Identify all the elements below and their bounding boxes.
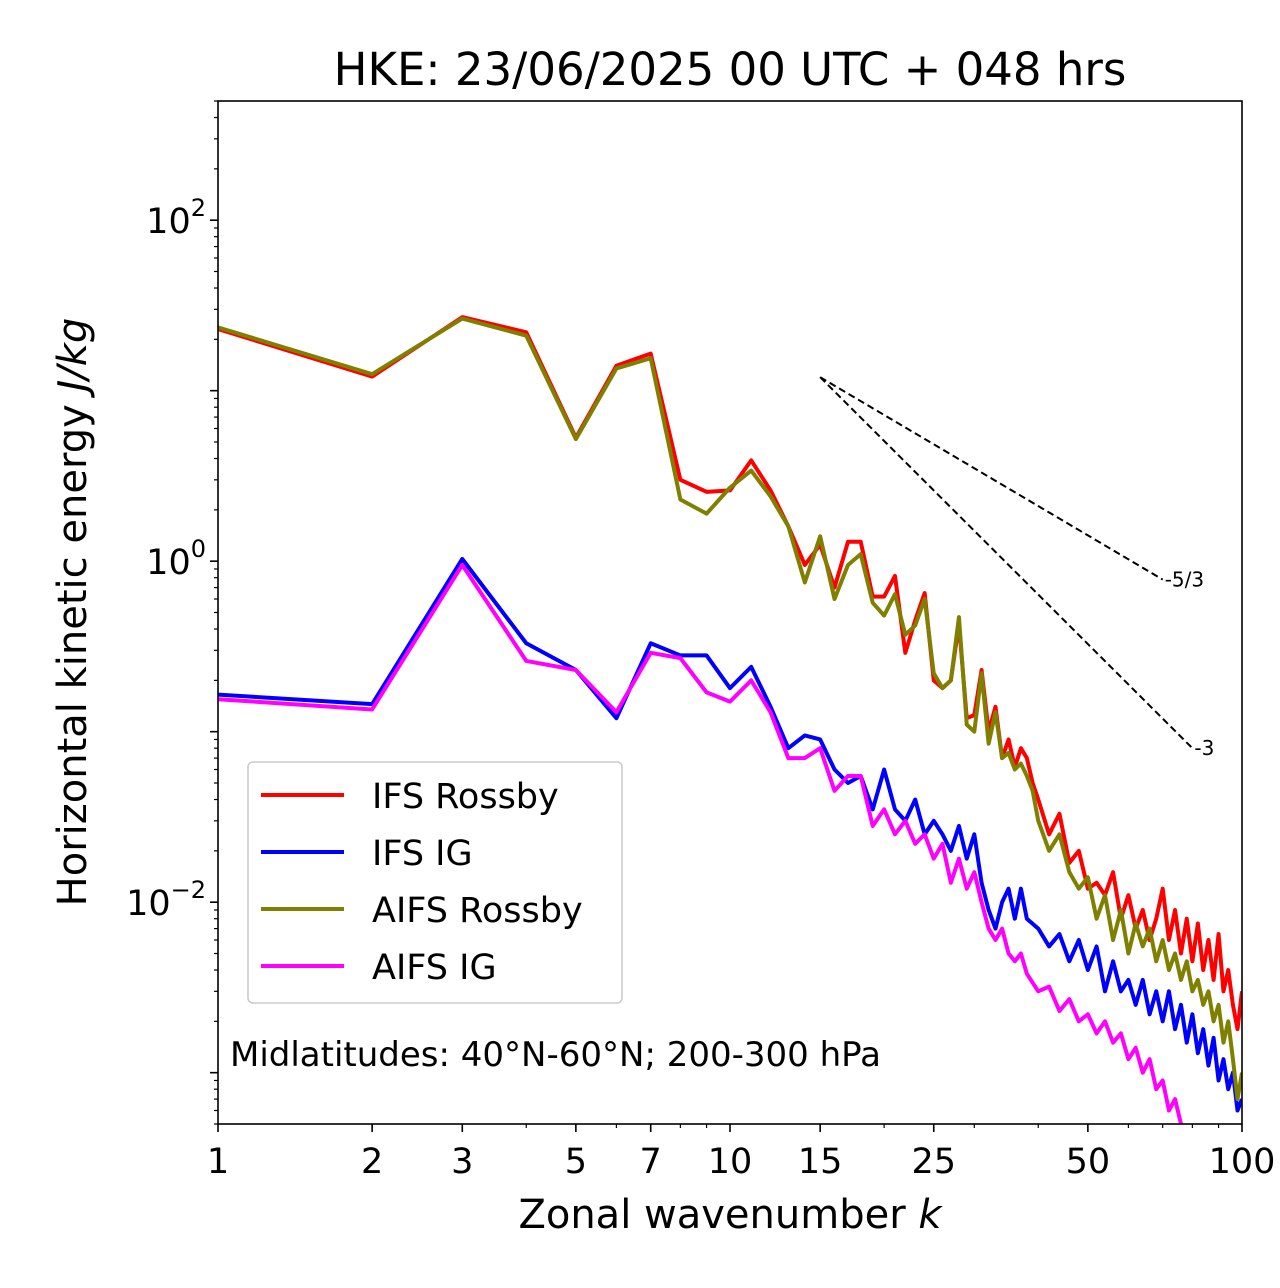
x-axis-ticks: 1 2 3 5 7 10 15 25 50 100: [207, 1124, 1276, 1182]
x-tick-label: 3: [451, 1142, 473, 1182]
x-tick-label: 1: [207, 1142, 229, 1182]
y-tick-label: 10−2: [126, 876, 206, 924]
y-axis-label-text: Horizontal kinetic energy: [50, 392, 96, 907]
region-annotation: Midlatitudes: 40°N-60°N; 200-300 hPa: [230, 1035, 881, 1075]
reference-line-label-1: -5/3: [1165, 568, 1204, 592]
chart-title: HKE: 23/06/2025 00 UTC + 048 hrs: [334, 43, 1127, 96]
x-tick-label: 25: [911, 1142, 956, 1182]
y-axis-label-unit: J/kg: [50, 318, 96, 399]
x-tick-label: 50: [1066, 1142, 1111, 1182]
x-axis-label-variable: k: [918, 1192, 943, 1238]
y-tick-label: 100: [146, 535, 206, 583]
reference-line-1: [819, 376, 1164, 581]
x-axis-label-text: Zonal wavenumber: [518, 1192, 918, 1238]
y-axis-ticks: 10−2 100 102: [126, 100, 218, 1125]
x-tick-label: 2: [361, 1142, 383, 1182]
series-line-aifs-rossby: [218, 316, 1242, 1102]
x-axis-label: Zonal wavenumber k: [518, 1192, 943, 1238]
legend-label: AIFS Rossby: [372, 891, 583, 931]
x-tick-label: 5: [565, 1142, 587, 1182]
x-tick-label: 15: [798, 1142, 843, 1182]
series-line-ifs-ig: [218, 556, 1242, 1113]
legend: IFS Rossby IFS IG AIFS Rossby AIFS IG: [247, 761, 623, 1004]
x-tick-label: 7: [640, 1142, 662, 1182]
legend-label: AIFS IG: [372, 948, 497, 988]
y-axis-label: Horizontal kinetic energy J/kg: [50, 318, 96, 907]
legend-label: IFS IG: [372, 834, 473, 874]
plot-area-frame: [217, 100, 1243, 1125]
data-series-group: [218, 315, 1242, 1124]
legend-box: [247, 761, 623, 1004]
reference-slope-lines: -5/3 -3: [819, 376, 1214, 760]
x-tick-label: 10: [708, 1142, 753, 1182]
legend-label: IFS Rossby: [372, 777, 559, 817]
series-line-aifs-ig: [218, 562, 1183, 1124]
x-tick-label: 100: [1209, 1142, 1276, 1182]
reference-line-label-2: -3: [1194, 736, 1214, 760]
reference-line-2: [819, 376, 1194, 749]
y-tick-label: 102: [146, 194, 206, 242]
